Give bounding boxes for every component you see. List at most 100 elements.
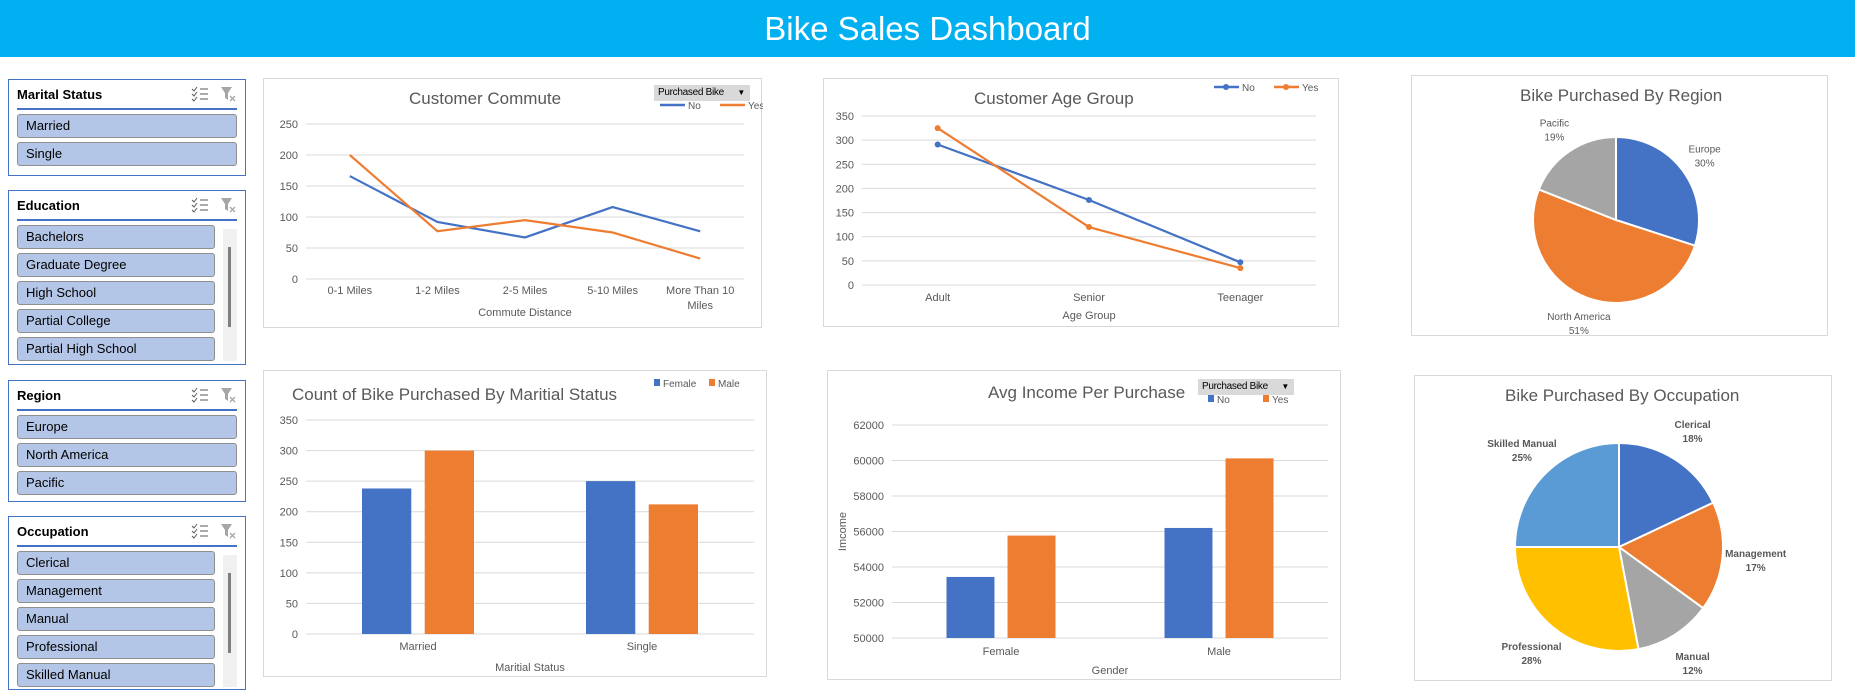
legend-label: Yes — [1302, 83, 1318, 94]
bar-yes-male — [1225, 458, 1274, 638]
y-tick-label: 0 — [292, 629, 298, 641]
bar-female-married — [362, 488, 412, 634]
dropdown-arrow-icon: ▼ — [737, 88, 745, 97]
y-tick-label: 52000 — [853, 598, 884, 610]
chart-occupation: Clerical 18% Management 17% Manual 12% Profess… — [1414, 375, 1832, 681]
pie-label: Pacific — [1540, 118, 1569, 129]
x-tick-label: 0-1 Miles — [327, 285, 372, 297]
slicer-scrollbar[interactable] — [223, 555, 237, 687]
slicer-item-manual[interactable]: Manual — [17, 607, 215, 631]
x-tick-label: Female — [983, 646, 1020, 658]
data-point — [1237, 259, 1244, 266]
x-tick-label: Single — [627, 641, 658, 653]
chart-income: 50000 52000 54000 56000 58000 60000 62000 Femal… — [827, 370, 1341, 680]
legend-label: Male — [718, 379, 740, 390]
y-tick-label: 100 — [836, 232, 854, 244]
slicer-item-partial-college[interactable]: Partial College — [17, 309, 215, 333]
multi-select-icon[interactable] — [191, 523, 209, 539]
x-tick-label: 2-5 Miles — [503, 285, 548, 297]
slicer-marital-status: Marital Status Married Single — [8, 79, 246, 176]
y-tick-label: 62000 — [853, 420, 884, 432]
legend-swatch — [1263, 395, 1269, 402]
slicer-item-skilled-manual[interactable]: Skilled Manual — [17, 663, 215, 687]
y-tick-label: 250 — [280, 476, 298, 488]
slicer-region: Region Europe North America Pacific — [8, 380, 246, 502]
y-tick-label: 100 — [280, 568, 298, 580]
legend-label: No — [688, 101, 701, 112]
y-tick-label: 50 — [286, 243, 298, 255]
slicer-item-married[interactable]: Married — [17, 114, 237, 138]
y-tick-label: 54000 — [853, 562, 884, 574]
pie-value-label: 25% — [1512, 453, 1532, 464]
y-tick-label: 60000 — [853, 456, 884, 468]
y-tick-label: 200 — [280, 150, 298, 162]
multi-select-icon[interactable] — [191, 197, 209, 213]
pie-slice-professional — [1513, 546, 1640, 652]
y-tick-label: 250 — [280, 119, 298, 131]
chart-canvas: 0 50 100 150 200 250 0-1 Miles 1-2 Miles 2-5 Mil… — [280, 101, 763, 319]
x-axis-title: Gender — [1092, 665, 1129, 677]
slicer-item-clerical[interactable]: Clerical — [17, 551, 215, 575]
multi-select-icon[interactable] — [191, 86, 209, 102]
slicer-item-high-school[interactable]: High School — [17, 281, 215, 305]
slicer-item-single[interactable]: Single — [17, 142, 237, 166]
multi-select-icon[interactable] — [191, 387, 209, 403]
clear-filter-icon[interactable] — [219, 523, 237, 539]
dropdown-label: Purchased Bike — [1202, 381, 1268, 392]
scrollbar-thumb[interactable] — [228, 247, 231, 327]
pie-label: Clerical — [1674, 420, 1710, 431]
line-series-yes — [349, 154, 701, 260]
slicer-item-partial-high-school[interactable]: Partial High School — [17, 337, 215, 361]
clear-filter-icon[interactable] — [219, 86, 237, 102]
pie-value-label: 30% — [1695, 159, 1715, 170]
bar-no-female — [946, 576, 995, 638]
y-tick-label: 150 — [280, 537, 298, 549]
clear-filter-icon[interactable] — [219, 387, 237, 403]
y-tick-label: 350 — [836, 111, 854, 123]
dashboard-title: Bike Sales Dashboard — [0, 0, 1855, 57]
y-axis-title: Imcome — [837, 512, 849, 551]
x-axis-title: Maritial Status — [495, 662, 565, 674]
chart-title: Bike Purchased By Region — [1520, 86, 1723, 105]
data-point — [1086, 224, 1092, 231]
pie-value-label: 28% — [1521, 656, 1541, 667]
chart-marital: 0 50 100 150 200 250 300 350 Married Single Mariti… — [263, 370, 767, 677]
slicer-title: Occupation — [17, 523, 89, 539]
data-point — [934, 125, 941, 132]
legend-label: No — [1217, 395, 1230, 406]
slicer-item-bachelors[interactable]: Bachelors — [17, 225, 215, 249]
slicer-item-graduate-degree[interactable]: Graduate Degree — [17, 253, 215, 277]
pie-slice-skilled-manual — [1513, 441, 1620, 548]
slicer-item-professional[interactable]: Professional — [17, 635, 215, 659]
pie-slice-north-america — [1532, 188, 1697, 305]
slicer-occupation: Occupation Clerical Management Manual Profes… — [8, 516, 246, 690]
data-point — [934, 141, 941, 148]
y-tick-label: 0 — [848, 280, 854, 292]
chart-age: 0 50 100 150 200 250 300 350 Adult Senior Teenager… — [823, 78, 1339, 327]
pie-value-label: 51% — [1569, 326, 1589, 337]
slicer-item-north-america[interactable]: North America — [17, 443, 237, 467]
pie-label: Skilled Manual — [1487, 439, 1557, 450]
purchased-bike-filter-dropdown[interactable]: Purchased Bike ▼ — [1198, 379, 1294, 395]
slicer-title: Region — [17, 387, 62, 403]
y-tick-label: 50000 — [853, 633, 884, 645]
chart-region: Europe 30% North America 51% Pacific 19% Bike … — [1411, 75, 1828, 337]
chart-title: Customer Age Group — [974, 89, 1134, 108]
slicer-item-pacific[interactable]: Pacific — [17, 471, 237, 495]
pie-label: Europe — [1689, 145, 1722, 156]
x-axis-title: Commute Distance — [478, 307, 572, 319]
pie-value-label: 18% — [1683, 434, 1703, 445]
y-tick-label: 200 — [280, 507, 298, 519]
chart-canvas: Europe 30% North America 51% Pacific 19% — [1532, 118, 1722, 337]
slicer-scrollbar[interactable] — [223, 229, 237, 361]
legend-label: Yes — [748, 101, 763, 112]
slicer-title: Education — [17, 197, 80, 213]
purchased-bike-filter-dropdown[interactable]: Purchased Bike ▼ — [654, 85, 750, 101]
scrollbar-thumb[interactable] — [228, 573, 231, 653]
y-tick-label: 50 — [286, 598, 298, 610]
slicer-item-europe[interactable]: Europe — [17, 415, 237, 439]
pie-slice-manual — [1617, 544, 1705, 651]
slicer-item-management[interactable]: Management — [17, 579, 215, 603]
bar-yes-female — [1007, 535, 1056, 638]
clear-filter-icon[interactable] — [219, 197, 237, 213]
